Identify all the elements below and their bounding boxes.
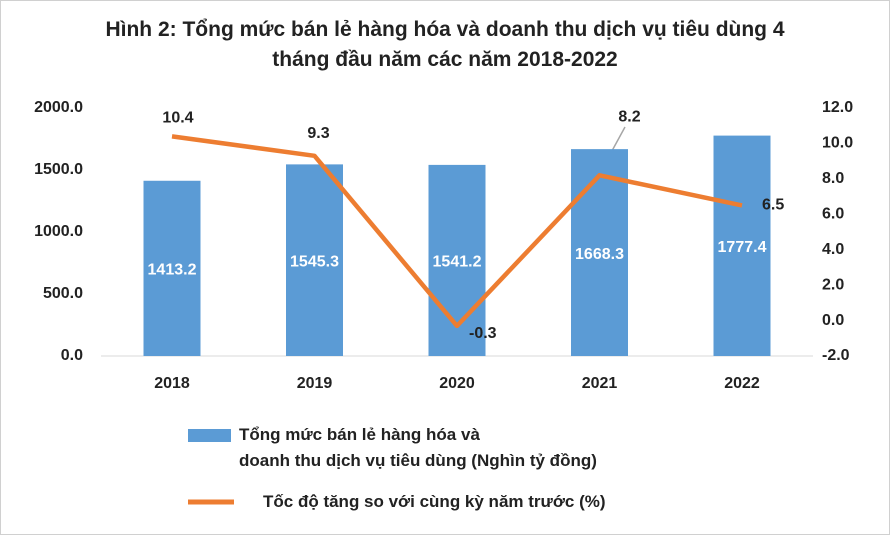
- y2-tick-label: 12.0: [822, 99, 853, 116]
- line-value-label: 6.5: [762, 197, 784, 214]
- bar-value-label: 1668.3: [575, 246, 624, 263]
- bar-value-label: 1545.3: [290, 253, 339, 270]
- y-tick-label: 1500.0: [34, 161, 83, 178]
- y-tick-label: 500.0: [43, 285, 83, 302]
- y2-tick-label: 6.0: [822, 206, 844, 223]
- x-tick-label: 2020: [439, 375, 475, 392]
- line-value-label: 10.4: [162, 110, 193, 127]
- line: [171, 134, 743, 329]
- y-tick-label: 1000.0: [34, 223, 83, 240]
- y2-tick-label: 2.0: [822, 276, 844, 293]
- legend-swatch: [188, 429, 231, 442]
- y2-tick-label: -2.0: [822, 347, 850, 364]
- legend-label: Tốc độ tăng so với cùng kỳ năm trước (%): [263, 492, 606, 511]
- x-tick-label: 2022: [724, 375, 760, 392]
- bar: [286, 164, 343, 356]
- bar-value-label: 1413.2: [148, 262, 197, 279]
- y2-tick-label: 0.0: [822, 312, 844, 329]
- y-tick-label: 2000.0: [34, 99, 83, 116]
- line-value-label: 8.2: [618, 109, 640, 126]
- x-tick-label: 2021: [582, 375, 618, 392]
- y2-tick-label: 4.0: [822, 241, 844, 258]
- line-value-label: -0.3: [469, 325, 497, 342]
- y2-tick-label: 8.0: [822, 170, 844, 187]
- x-tick-label: 2018: [154, 375, 190, 392]
- y2-tick-label: 10.0: [822, 135, 853, 152]
- bar: [713, 135, 771, 356]
- chart-title: Hình 2: Tổng mức bán lẻ hàng hóa và doan…: [105, 18, 785, 71]
- bar-value-label: 1541.2: [433, 254, 482, 271]
- line-value-label: 9.3: [307, 125, 329, 142]
- x-tick-label: 2019: [297, 375, 333, 392]
- bar-value-label: 1777.4: [718, 239, 767, 256]
- bar: [571, 149, 628, 356]
- y-tick-label: 0.0: [61, 347, 83, 364]
- legend-label: Tổng mức bán lẻ hàng hóa và doanh thu dị…: [239, 425, 597, 470]
- bar: [143, 180, 201, 356]
